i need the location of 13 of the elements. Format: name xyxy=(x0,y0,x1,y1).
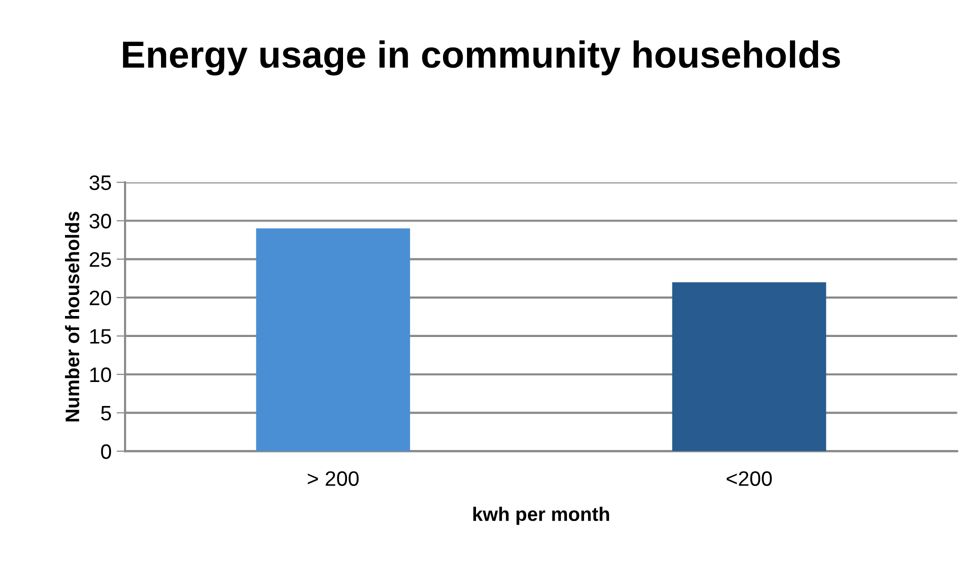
y-tick-label: 10 xyxy=(90,367,112,382)
y-tick-label: 15 xyxy=(90,329,111,344)
y-tick-label: 0 xyxy=(101,444,112,459)
chart-title: Energy usage in community households xyxy=(123,40,840,76)
y-tick-label: 30 xyxy=(89,214,112,228)
x-axis-title: kwh per month xyxy=(473,506,610,525)
y-tick-label: 35 xyxy=(89,175,111,190)
y-tick-label: 20 xyxy=(90,290,112,306)
x-tick-label: > 200 xyxy=(308,471,359,486)
y-tick-label: 5 xyxy=(101,406,111,421)
y-axis-title: Number of households xyxy=(65,212,80,422)
x-tick-label: <200 xyxy=(726,471,772,486)
y-tick-label: 25 xyxy=(90,252,111,267)
